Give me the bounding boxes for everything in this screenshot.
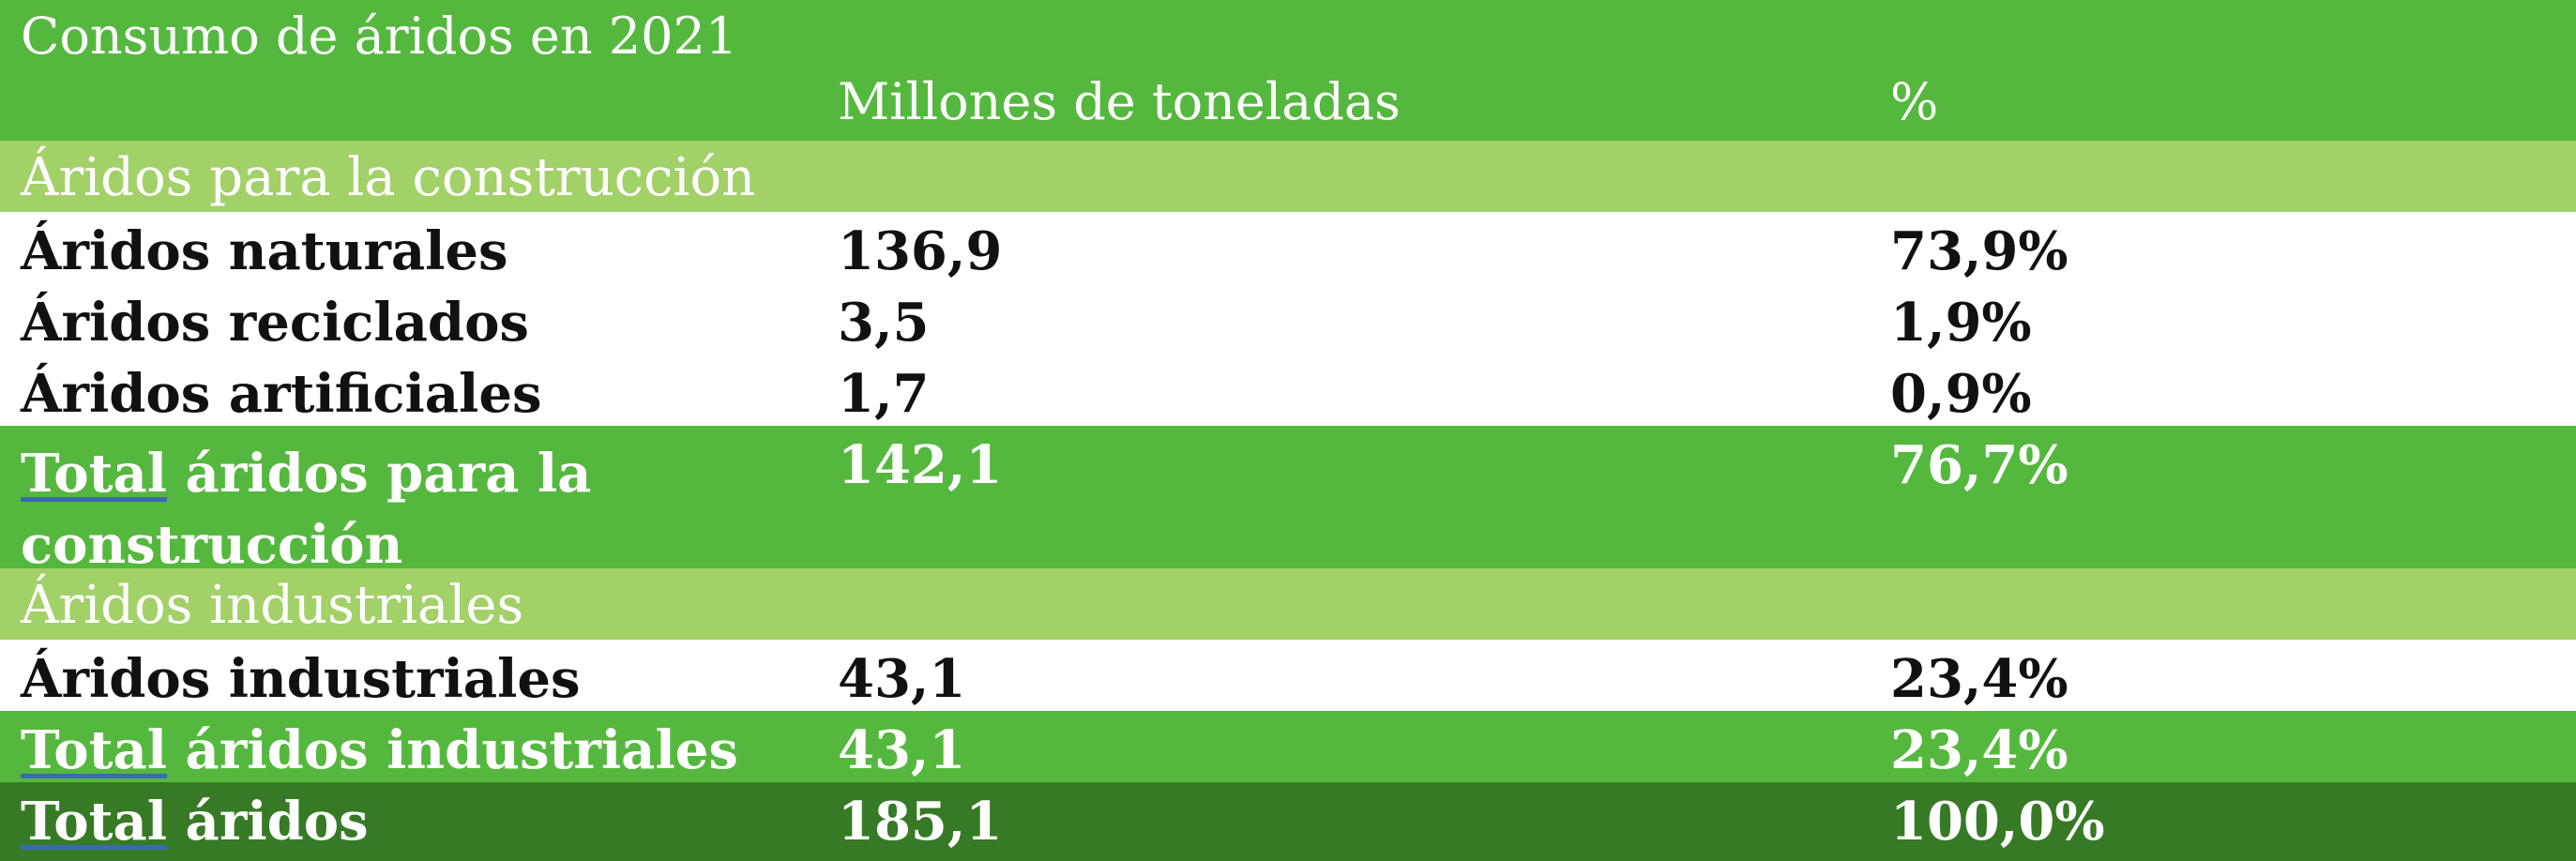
- row-value: 3,5: [838, 292, 930, 354]
- table-row: Áridos naturales 136,9 73,9%: [0, 212, 2576, 283]
- grand-total-percent: 100,0%: [1890, 791, 2105, 853]
- row-percent: 0,9%: [1890, 363, 2032, 425]
- row-value: 1,7: [838, 363, 930, 425]
- grand-total-label-rest: áridos: [167, 791, 369, 853]
- grand-total-row: Total áridos 185,1 100,0%: [0, 782, 2576, 861]
- row-percent: 73,9%: [1890, 220, 2068, 282]
- total-link[interactable]: Total: [21, 443, 168, 505]
- row-label: Áridos naturales: [21, 220, 508, 282]
- subtotal-label: Total áridos para la construcción: [21, 439, 790, 581]
- subtotal-construction-row: Total áridos para la construcción 142,1 …: [0, 426, 2576, 576]
- row-value: 136,9: [838, 220, 1003, 282]
- row-percent: 23,4%: [1890, 648, 2068, 710]
- grand-total-label: Total áridos: [21, 795, 369, 848]
- subtotal-industrial-row: Total áridos industriales 43,1 23,4%: [0, 711, 2576, 782]
- section-label: Áridos industriales: [21, 575, 524, 636]
- table-title: Consumo de áridos en 2021: [21, 7, 738, 66]
- header-millions: Millones de toneladas: [838, 72, 1401, 131]
- section-industrial-row: Áridos industriales: [0, 568, 2576, 640]
- section-label: Áridos para la construcción: [21, 147, 756, 208]
- table-row: Áridos reciclados 3,5 1,9%: [0, 283, 2576, 355]
- row-value: 43,1: [838, 648, 966, 710]
- title-row: Consumo de áridos en 2021 Millones de to…: [0, 0, 2576, 141]
- subtotal-percent: 23,4%: [1890, 719, 2068, 781]
- section-construction-row: Áridos para la construcción: [0, 141, 2576, 212]
- header-percent: %: [1890, 72, 1939, 131]
- subtotal-label: Total áridos industriales: [21, 724, 738, 777]
- row-label: Áridos artificiales: [21, 363, 542, 425]
- total-link[interactable]: Total: [21, 719, 168, 781]
- table-row: Áridos artificiales 1,7 0,9%: [0, 355, 2576, 426]
- subtotal-label-rest: áridos industriales: [167, 719, 738, 781]
- subtotal-percent: 76,7%: [1890, 434, 2068, 496]
- grand-total-value: 185,1: [838, 791, 1003, 853]
- total-link[interactable]: Total: [21, 791, 168, 853]
- row-label: Áridos reciclados: [21, 292, 529, 354]
- subtotal-value: 43,1: [838, 719, 966, 781]
- subtotal-value: 142,1: [838, 434, 1003, 496]
- row-percent: 1,9%: [1890, 292, 2032, 354]
- subtotal-label-rest: áridos para la construcción: [21, 443, 592, 576]
- row-label: Áridos industriales: [21, 648, 581, 710]
- table-row: Áridos industriales 43,1 23,4%: [0, 640, 2576, 711]
